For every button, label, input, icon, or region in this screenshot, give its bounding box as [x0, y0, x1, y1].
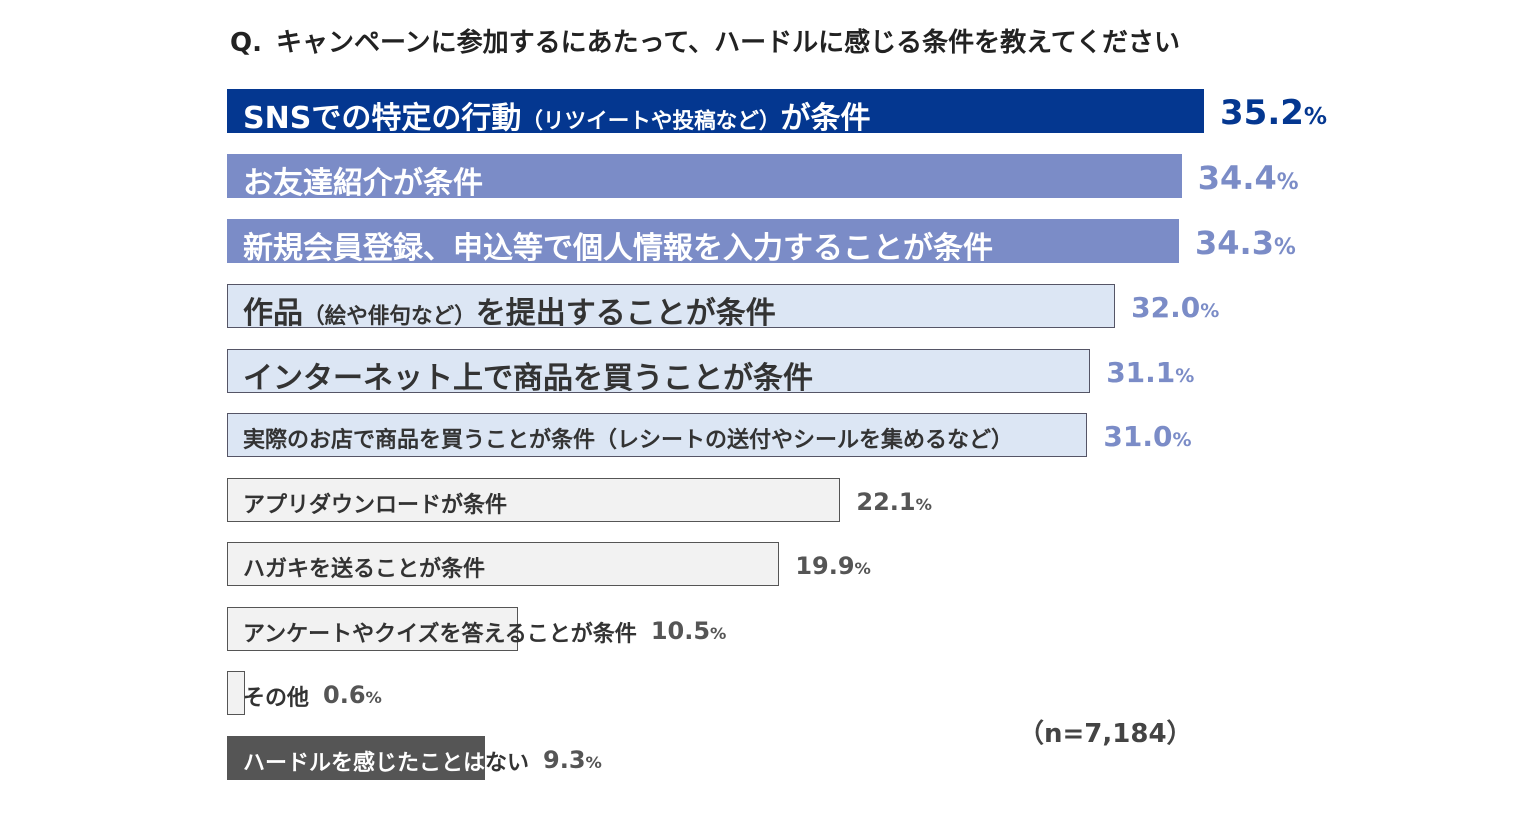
value-label-8: 19.9% [795, 552, 871, 580]
bar-label-5: インターネット上で商品を買うことが条件 [243, 353, 813, 397]
value-number: 22.1 [856, 487, 916, 516]
value-number: 35.2 [1220, 92, 1304, 133]
value-unit: % [915, 494, 932, 514]
bar-label-7: アプリダウンロードが条件 [243, 487, 507, 519]
value-unit: % [854, 558, 871, 578]
value-number: 31.0 [1103, 420, 1173, 454]
bar-7 [227, 478, 841, 522]
bar-label-sub: （リツイートや投稿など） [521, 109, 781, 134]
value-number: 31.1 [1106, 356, 1176, 390]
value-number: 34.3 [1195, 223, 1274, 262]
bar-label-10: その他 [243, 680, 309, 712]
value-unit: % [585, 752, 602, 772]
value-number: 10.5 [650, 616, 711, 645]
bar-3 [227, 219, 1180, 263]
value-label-11: 9.3% [543, 746, 602, 774]
value-unit: % [1273, 234, 1296, 260]
bar-label-2: お友達紹介が条件 [243, 158, 483, 202]
bar-label-main: ハガキを送ることが条件 [243, 556, 486, 582]
bar-label-main: お友達紹介が条件 [243, 166, 483, 201]
bar-label-11: ハードルを感じたことはない [243, 745, 529, 777]
bar-label-main: ハードルを感じたことはない [243, 750, 530, 776]
chart-title: Q. キャンペーンに参加するにあたって、ハードルに感じる条件を教えてください [230, 22, 1180, 59]
bar-label-suffix: が条件 [780, 101, 871, 136]
bar-label-main: インターネット上で商品を買うことが条件 [243, 361, 813, 396]
bar-label-main: 作品 [243, 296, 303, 331]
bar-11 [227, 736, 486, 780]
value-unit: % [365, 687, 382, 707]
bar-5 [227, 349, 1091, 393]
value-unit: % [710, 623, 727, 643]
bar-4 [227, 284, 1116, 328]
bar-label-8: ハガキを送ることが条件 [243, 551, 485, 583]
value-number: 9.3 [543, 745, 586, 774]
value-number: 0.6 [323, 680, 366, 709]
title-prefix: Q. [230, 28, 262, 58]
value-label-4: 32.0% [1131, 291, 1219, 324]
bar-label-main: アンケートやクイズを答えることが条件 [243, 621, 637, 647]
bar-label-main: その他 [243, 685, 310, 711]
bar-2 [227, 154, 1182, 198]
bar-10 [227, 671, 245, 715]
value-unit: % [1175, 365, 1195, 388]
bar-6 [227, 413, 1088, 457]
value-number: 34.4 [1197, 158, 1277, 197]
value-unit: % [1276, 169, 1299, 195]
value-unit: % [1303, 103, 1328, 130]
value-number: 19.9 [795, 551, 855, 580]
bar-label-main: 実際のお店で商品を買うことが条件（レシートの送付やシールを集めるなど） [243, 427, 1014, 453]
bar-label-suffix: を提出することが条件 [475, 296, 776, 331]
bar-9 [227, 607, 519, 651]
bar-1 [227, 89, 1204, 133]
bar-8 [227, 542, 780, 586]
value-number: 32.0 [1131, 291, 1201, 325]
bar-label-6: 実際のお店で商品を買うことが条件（レシートの送付やシールを集めるなど） [243, 422, 1013, 454]
bar-label-sub: （絵や俳句など） [303, 304, 476, 329]
value-label-10: 0.6% [323, 681, 382, 709]
title-text: キャンペーンに参加するにあたって、ハードルに感じる条件を教えてください [275, 28, 1181, 58]
bar-label-9: アンケートやクイズを答えることが条件 [243, 616, 637, 648]
bar-label-main: アプリダウンロードが条件 [243, 492, 508, 518]
bar-label-3: 新規会員登録、申込等で個人情報を入力することが条件 [243, 223, 993, 267]
value-label-5: 31.1% [1106, 356, 1194, 389]
value-label-9: 10.5% [651, 617, 727, 645]
value-unit: % [1200, 300, 1220, 323]
bar-label-4: 作品（絵や俳句など）を提出することが条件 [243, 288, 776, 332]
sample-size-note: （n=7,184） [1018, 719, 1193, 749]
bar-label-main: 新規会員登録、申込等で個人情報を入力することが条件 [243, 231, 993, 266]
value-label-6: 31.0% [1103, 420, 1191, 453]
value-label-7: 22.1% [856, 488, 932, 516]
bar-label-1: SNSでの特定の行動（リツイートや投稿など）が条件 [243, 93, 870, 137]
value-label-3: 34.3% [1195, 224, 1296, 262]
value-unit: % [1172, 429, 1192, 452]
value-label-1: 35.2% [1220, 93, 1327, 133]
value-label-2: 34.4% [1198, 159, 1299, 197]
bar-label-main: SNSでの特定の行動 [243, 101, 522, 136]
